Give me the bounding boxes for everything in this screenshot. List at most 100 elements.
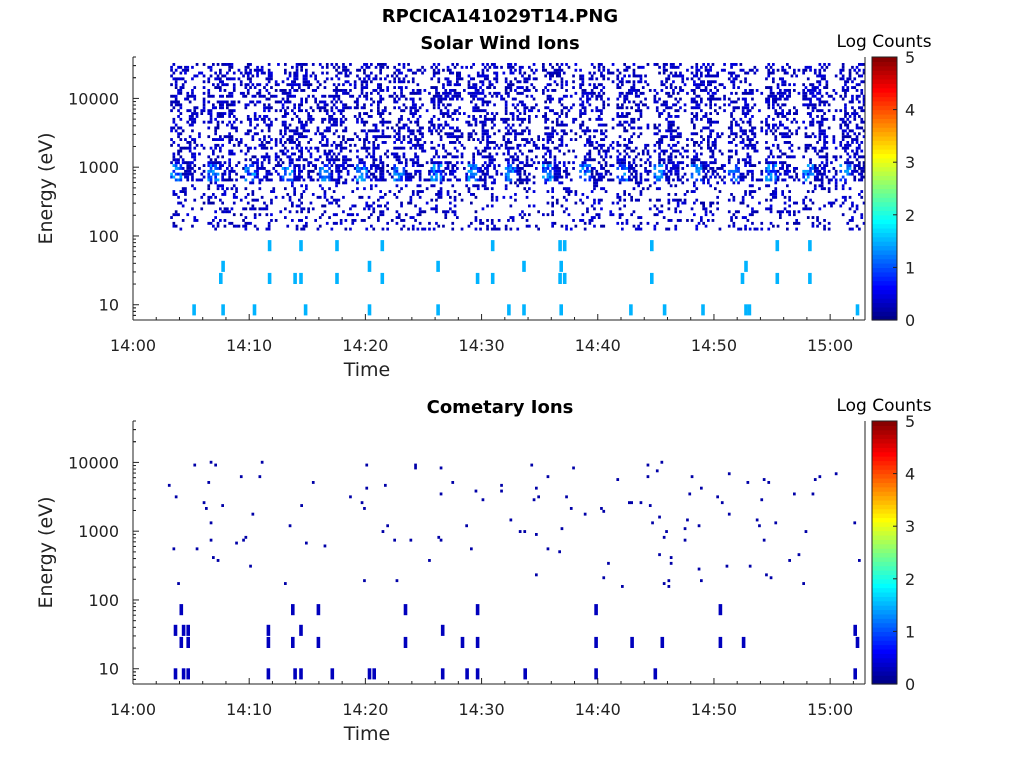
heatmap-cell [216,86,220,89]
heatmap-cell [207,198,211,202]
heatmap-cell [377,106,380,110]
heatmap-cell [846,161,850,165]
heatmap-cell [586,152,589,156]
heatmap-cell [704,115,708,118]
heatmap-cell [202,86,206,89]
heatmap-cell [172,117,176,121]
heatmap-cell [335,167,338,170]
heatmap-cell [207,164,211,167]
heatmap-cell [219,146,222,150]
heatmap-cell [193,74,197,78]
heatmap-cell [569,129,573,133]
heatmap-cell [495,91,499,95]
heatmap-cell [739,227,743,231]
heatmap-cell [767,169,771,173]
heatmap-cell [639,77,643,81]
heatmap-cell [490,126,494,130]
heatmap-cell [679,106,682,110]
heatmap-cell [565,198,568,202]
heatmap-cell [500,143,503,147]
heatmap-cell [314,167,317,170]
heatmap-cell [595,172,599,176]
heatmap-cell [634,89,638,92]
heatmap-cell [693,83,696,87]
heatmap-cell [307,161,310,165]
heatmap-cell [237,100,241,104]
heatmap-cell [751,97,754,101]
heatmap-cell [186,164,190,167]
heatmap-cell [409,120,413,124]
heatmap-cell [337,204,341,208]
heatmap-cell [818,164,822,167]
heatmap-cell [653,63,657,66]
heatmap-cell [609,164,613,167]
heatmap-cell [497,227,501,231]
heatmap-cell [530,149,534,153]
heatmap-cell [625,221,629,225]
heatmap-cell [291,219,294,222]
heatmap-cell [467,175,471,179]
heatmap-cell [851,112,854,115]
heatmap-cell [495,143,499,147]
heatmap-cell [690,106,694,110]
heatmap-cell [251,138,255,141]
heatmap-cell [493,103,496,107]
heatmap-cell [495,195,499,199]
heatmap-cell [479,120,482,124]
heatmap-cell [639,164,643,167]
heatmap-cell [588,138,592,141]
heatmap-cell [528,224,531,228]
heatmap-cell [748,227,752,231]
heatmap-cell [753,126,757,130]
heatmap-cell [300,149,303,153]
heatmap-cell [521,138,524,141]
heatmap-cell [741,141,745,144]
heatmap-cell [318,224,322,228]
heatmap-cell [467,80,471,84]
heatmap-cell [637,106,640,110]
heatmap-cell [281,135,285,139]
heatmap-cell [734,164,738,167]
heatmap-cell [267,169,271,173]
heatmap-cell [611,201,615,205]
heatmap-cell [270,213,273,217]
heatmap-cell [270,94,273,98]
heatmap-cell [593,187,596,191]
heatmap-cell [530,164,534,167]
heatmap-cell [669,86,673,89]
heatmap-cell [639,126,643,130]
heatmap-cell [411,100,415,104]
heatmap-cell [300,63,303,66]
heatmap-cell [226,106,229,110]
heatmap-cell [270,71,273,75]
heatmap-cell [630,120,633,124]
heatmap-cell [593,167,596,170]
heatmap-cell [588,149,592,153]
heatmap-cell [734,91,738,95]
heatmap-cell [658,138,661,141]
heatmap-cell [542,68,545,72]
heatmap-cell [690,89,694,92]
heatmap-cell [181,86,185,89]
heatmap-cell [411,115,415,118]
heatmap-cell [249,181,252,185]
heatmap-cell [621,221,624,225]
heatmap-cell [344,80,348,84]
heatmap-cell [358,115,362,118]
heatmap-cell [195,115,199,118]
heatmap-cell [463,112,466,115]
heatmap-cell [700,141,703,144]
heatmap-cell [330,115,334,118]
heatmap-cell [658,115,661,118]
heatmap-cell [555,146,559,150]
heatmap-cell [349,138,352,141]
heatmap-cell [662,216,666,219]
heatmap-cell [428,169,431,173]
heatmap-cell [549,152,552,156]
heatmap-cell [363,120,366,124]
heatmap-cell [423,89,427,92]
heatmap-cell [748,143,752,147]
heatmap-cell [767,71,771,75]
heatmap-cell [660,169,664,173]
heatmap-cell [370,187,373,191]
